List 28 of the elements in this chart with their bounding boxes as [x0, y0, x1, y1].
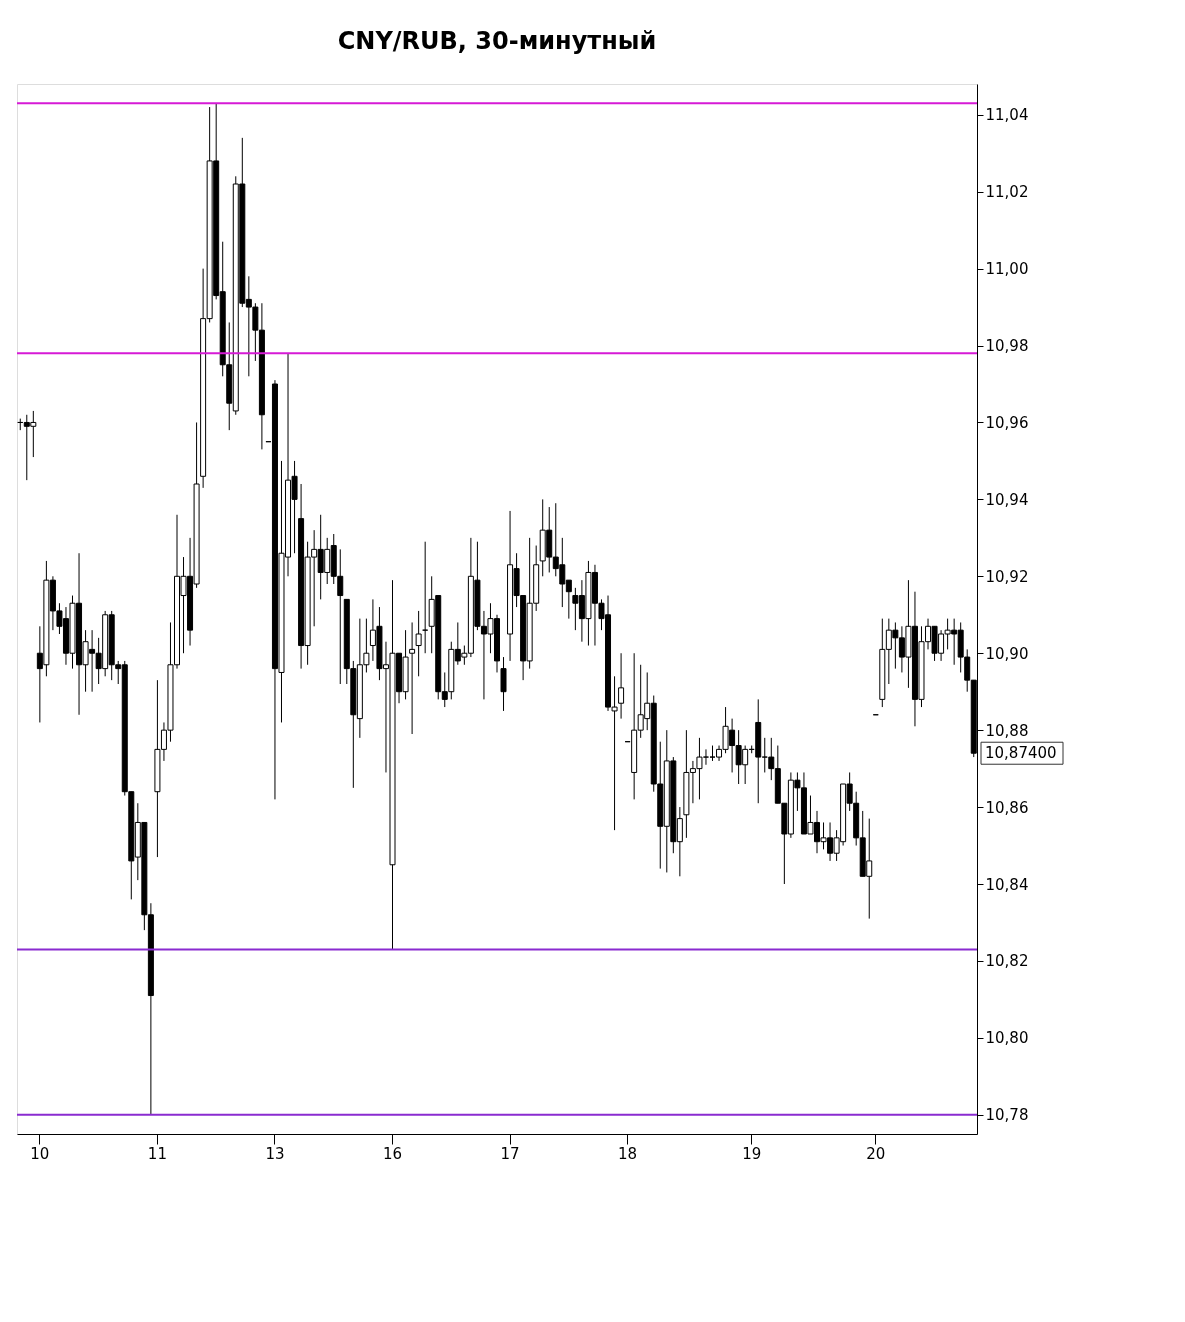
- y-tick-label: 10,98: [985, 337, 1029, 356]
- y-tick-label: 10,94: [985, 490, 1029, 509]
- x-tick-label: 19: [742, 1144, 762, 1163]
- y-tick-label: 11,04: [985, 106, 1029, 125]
- y-tick-label: 10,82: [985, 952, 1029, 971]
- x-tick-label: 10: [30, 1144, 50, 1163]
- x-tick-label: 18: [618, 1144, 638, 1163]
- y-tick-label: 10,88: [985, 721, 1029, 740]
- x-tick-label: 17: [500, 1144, 520, 1163]
- y-tick-label: 10,90: [985, 644, 1029, 663]
- candlestick: [500, 656, 507, 712]
- y-tick-label: 10,80: [985, 1029, 1029, 1048]
- candlestick: [415, 610, 422, 677]
- y-tick-label: 10,78: [985, 1106, 1029, 1125]
- x-tick-label: 16: [382, 1144, 403, 1163]
- x-tick-label: 20: [866, 1144, 886, 1163]
- y-tick-label: 10,92: [985, 567, 1029, 586]
- x-tick-label: 11: [147, 1144, 167, 1163]
- text: 10,87400: [985, 744, 1057, 763]
- y-tick-label: 11,02: [985, 183, 1029, 202]
- chart-title: CNY/RUB, 30-минутный: [337, 27, 657, 55]
- candlestick: [409, 621, 416, 735]
- candlestick: [618, 652, 625, 720]
- y-tick-label: 10,84: [985, 875, 1029, 894]
- y-tick-label: 11,00: [985, 260, 1029, 279]
- y-tick-label: 10,86: [985, 798, 1029, 817]
- y-tick-label: 10,96: [985, 413, 1029, 432]
- x-tick-label: 13: [265, 1144, 285, 1163]
